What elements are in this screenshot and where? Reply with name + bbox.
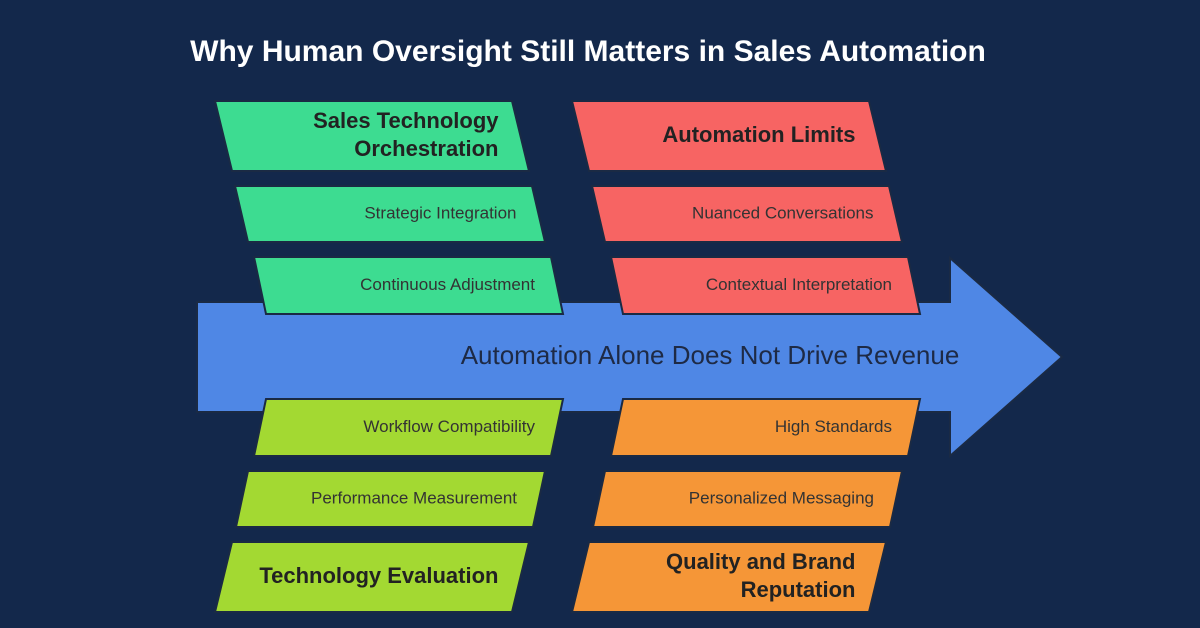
heading-box <box>213 541 531 613</box>
heading-text: Sales Technology <box>313 108 499 133</box>
title: Why Human Oversight Still Matters in Sal… <box>190 35 986 68</box>
item-box <box>252 398 565 457</box>
heading-text: Orchestration <box>354 136 498 161</box>
heading-box <box>570 541 888 613</box>
heading-text: Technology Evaluation <box>259 563 498 588</box>
item-box <box>609 256 922 315</box>
item-text: Workflow Compatibility <box>363 417 535 436</box>
item-text: Contextual Interpretation <box>706 275 892 294</box>
item-box <box>234 470 547 528</box>
item-box <box>591 470 904 528</box>
heading-text: Automation Limits <box>662 122 855 147</box>
item-box <box>609 398 922 457</box>
item-text: Strategic Integration <box>364 203 516 222</box>
heading-box <box>213 100 531 172</box>
item-text: Continuous Adjustment <box>360 275 535 294</box>
item-text: Performance Measurement <box>311 488 517 507</box>
item-text: Personalized Messaging <box>689 488 874 507</box>
item-text: Nuanced Conversations <box>692 203 873 222</box>
spine-label: Automation Alone Does Not Drive Revenue <box>461 340 960 370</box>
item-box <box>590 185 904 243</box>
item-box <box>252 256 565 315</box>
heading-text: Reputation <box>741 577 856 602</box>
item-box <box>233 185 547 243</box>
item-text: High Standards <box>775 417 892 436</box>
heading-text: Quality and Brand <box>666 549 855 574</box>
heading-box <box>570 100 888 172</box>
